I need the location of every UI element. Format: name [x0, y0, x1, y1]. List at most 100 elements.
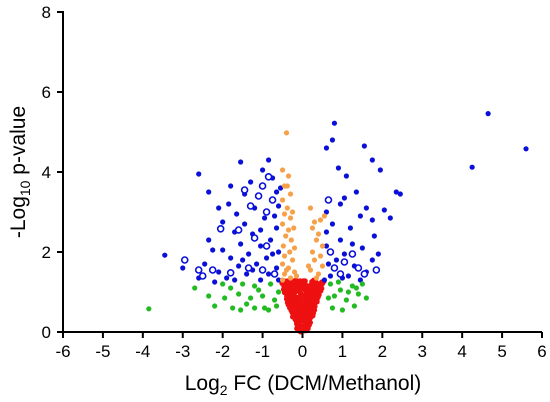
- point-orange: [281, 211, 288, 217]
- point-blue-filled: [323, 145, 330, 151]
- x-tick-label: 0: [298, 342, 307, 361]
- point-orange: [307, 267, 314, 273]
- point-blue-filled: [337, 201, 344, 207]
- point-green: [343, 297, 350, 303]
- point-blue-filled: [323, 229, 330, 235]
- point-blue-filled: [359, 245, 365, 251]
- point-blue-open: [226, 268, 235, 277]
- point-blue-filled: [236, 263, 242, 269]
- x-tick-label: -5: [95, 342, 110, 361]
- point-blue-filled: [220, 247, 226, 253]
- point-not-significant: [302, 284, 308, 290]
- point-green: [261, 305, 268, 311]
- y-tick-label: 4: [42, 163, 51, 182]
- point-not-significant: [284, 278, 290, 284]
- x-tick-label: -2: [215, 342, 230, 361]
- point-green: [244, 301, 250, 307]
- point-orange: [291, 225, 297, 231]
- point-blue-filled: [321, 277, 328, 283]
- point-green: [327, 281, 334, 287]
- point-not-significant: [310, 309, 317, 315]
- point-orange: [284, 183, 290, 189]
- point-blue-filled: [347, 225, 353, 231]
- point-green: [228, 285, 234, 291]
- point-blue-open: [208, 266, 217, 274]
- point-not-significant: [287, 305, 293, 311]
- point-blue-open: [326, 248, 335, 256]
- point-green: [353, 285, 359, 291]
- point-not-significant: [281, 283, 287, 289]
- point-blue-filled: [238, 159, 244, 165]
- point-blue-filled: [269, 251, 276, 257]
- point-green: [222, 295, 228, 301]
- point-not-significant: [297, 290, 303, 297]
- point-blue-filled: [216, 269, 222, 275]
- point-blue-filled: [277, 185, 284, 191]
- point-orange: [281, 271, 288, 277]
- point-blue-filled: [265, 271, 272, 277]
- point-orange: [287, 215, 294, 221]
- point-green: [329, 305, 336, 311]
- point-blue-open: [254, 192, 263, 200]
- point-blue-filled: [325, 261, 332, 267]
- point-orange: [313, 237, 320, 243]
- point-orange: [287, 275, 294, 281]
- point-not-significant: [305, 307, 311, 314]
- point-green: [265, 307, 272, 313]
- point-orange: [309, 249, 316, 255]
- point-green: [345, 289, 351, 295]
- point-blue-filled: [257, 227, 264, 233]
- point-not-significant: [284, 292, 290, 299]
- x-tick-label: 2: [378, 342, 387, 361]
- point-blue-open: [324, 196, 333, 204]
- point-blue-filled: [341, 195, 348, 201]
- point-orange: [315, 231, 322, 237]
- x-tick-label: -4: [135, 342, 150, 361]
- point-green: [355, 291, 361, 297]
- point-green: [255, 287, 262, 293]
- point-green: [331, 293, 338, 299]
- point-green: [206, 293, 212, 299]
- point-blue-filled: [353, 189, 359, 195]
- point-blue-filled: [341, 251, 348, 257]
- point-orange: [289, 257, 296, 263]
- point-green: [275, 289, 282, 295]
- point-blue-filled: [271, 213, 278, 219]
- point-blue-filled: [369, 217, 375, 223]
- point-orange: [279, 261, 286, 267]
- point-blue-filled: [345, 273, 351, 279]
- point-orange: [279, 221, 286, 227]
- point-orange: [321, 213, 328, 219]
- point-green: [267, 281, 274, 287]
- point-blue-filled: [337, 237, 344, 243]
- point-not-significant: [280, 286, 287, 293]
- point-blue-filled: [361, 143, 367, 149]
- point-blue-filled: [263, 255, 270, 261]
- point-green: [335, 279, 342, 285]
- point-blue-filled: [329, 221, 336, 227]
- point-blue-filled: [273, 225, 280, 231]
- point-blue-filled: [248, 179, 254, 185]
- y-ticks: 0 2 4 6 8: [42, 3, 63, 342]
- point-orange: [288, 237, 294, 243]
- point-not-significant: [313, 291, 320, 297]
- point-blue-open: [354, 264, 363, 272]
- point-orange: [283, 233, 289, 239]
- point-not-significant: [302, 321, 309, 328]
- point-blue-filled: [234, 211, 240, 217]
- point-blue-filled: [246, 251, 252, 257]
- y-tick-label: 6: [42, 83, 51, 102]
- point-blue-filled: [202, 261, 208, 267]
- point-green: [220, 281, 226, 287]
- point-orange: [280, 243, 286, 249]
- point-blue-open: [180, 256, 189, 264]
- point-blue-open: [348, 250, 357, 258]
- point-not-significant: [314, 281, 320, 287]
- point-not-significant: [297, 316, 303, 322]
- point-green: [273, 303, 280, 309]
- point-orange: [305, 263, 312, 269]
- point-blue-filled: [275, 277, 282, 283]
- point-green: [359, 281, 365, 287]
- point-blue-filled: [369, 157, 375, 163]
